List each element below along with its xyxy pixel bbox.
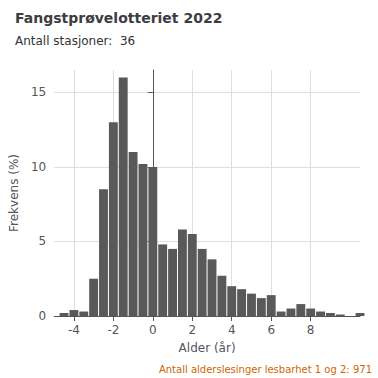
svg-text:-2: -2 [107,323,119,337]
svg-text:0: 0 [39,309,47,323]
svg-text:Antall alderslesinger lesbarhe: Antall alderslesinger lesbarhet 1 og 2: … [159,364,372,375]
svg-text:Frekvens (%): Frekvens (%) [7,154,21,232]
svg-text:Antall stasjoner: 36: Antall stasjoner: 36 [15,34,135,48]
svg-text:4: 4 [228,323,236,337]
svg-text:Fangstprøvelotteriet 2022: Fangstprøvelotteriet 2022 [15,10,222,26]
svg-text:2: 2 [188,323,196,337]
svg-text:15: 15 [31,85,46,99]
svg-text:Alder (år): Alder (år) [179,341,236,355]
svg-text:0: 0 [149,323,157,337]
svg-text:8: 8 [307,323,315,337]
svg-text:-4: -4 [68,323,80,337]
svg-text:5: 5 [39,234,47,248]
svg-text:10: 10 [31,160,46,174]
svg-text:6: 6 [267,323,275,337]
